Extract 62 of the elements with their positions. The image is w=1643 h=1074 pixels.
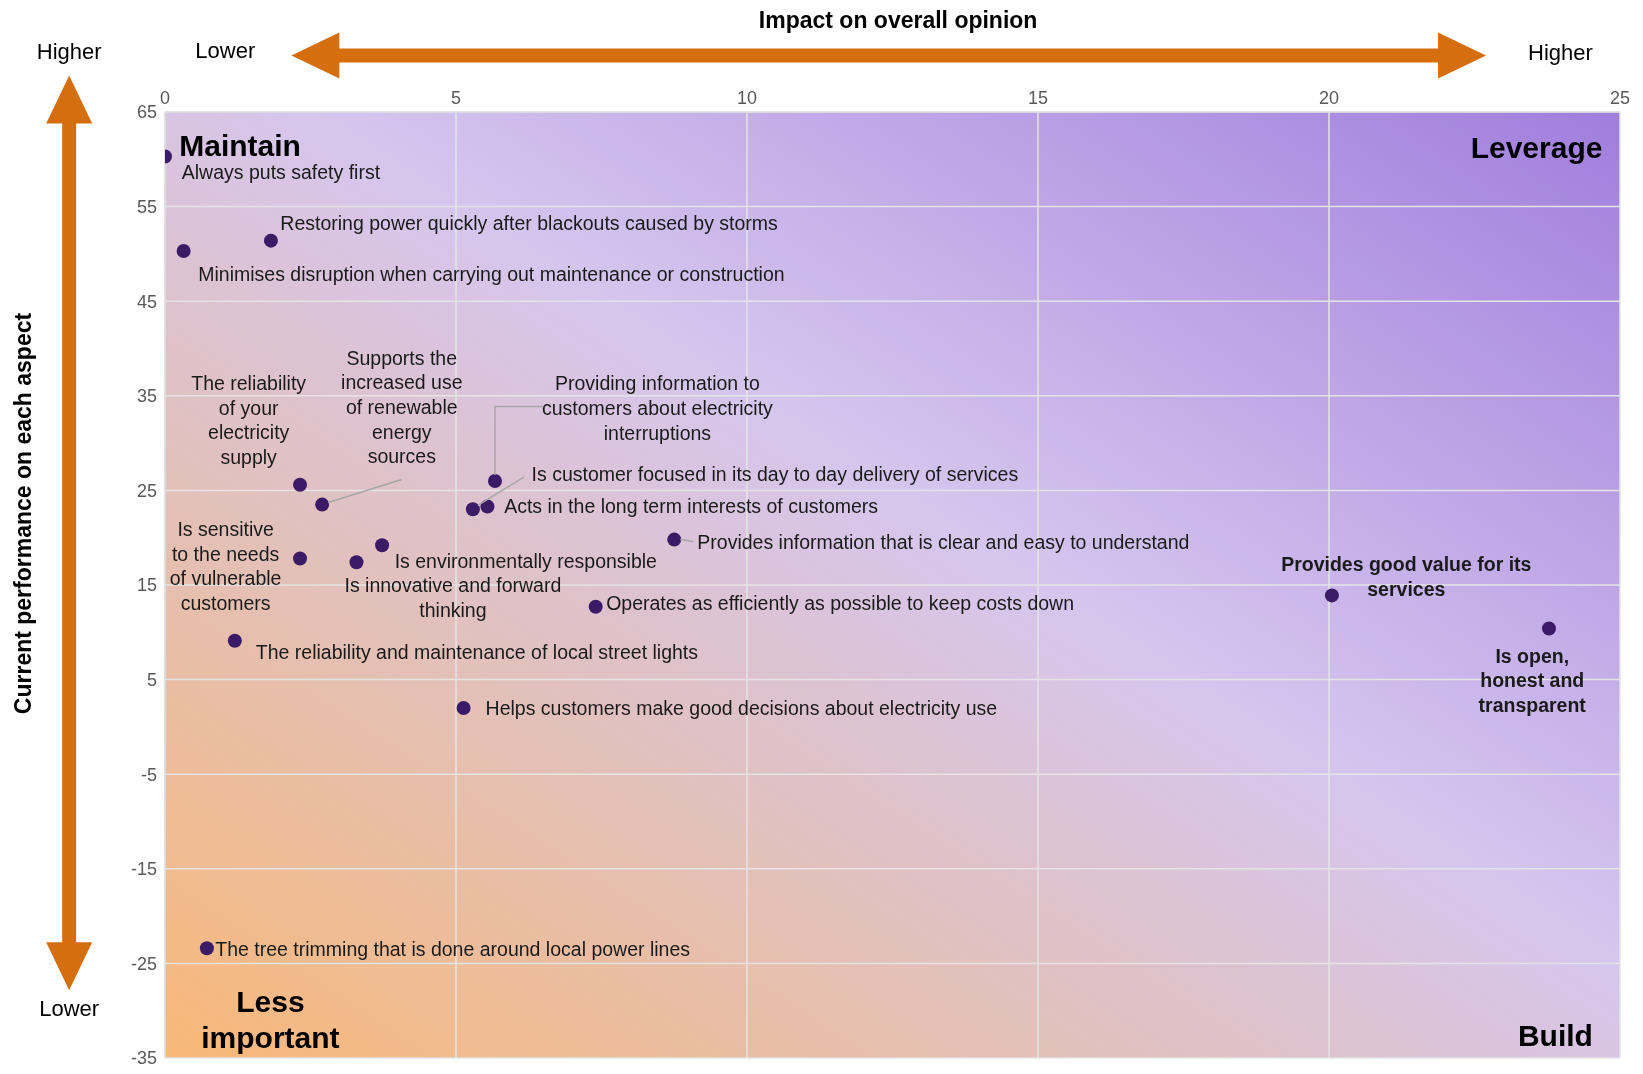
y-tick-label: -5 [140,764,157,785]
annotation: Acts in the long term interests of customers [504,495,879,518]
x-tick-label: 10 [736,88,758,108]
annotation: Operates as efficiently as possible to keep costs down [606,591,1075,614]
point [293,551,308,566]
point [199,941,214,956]
point [293,477,308,492]
text: Lower [195,37,256,63]
y-tick-label: -15 [130,859,157,880]
annotation: Is customer focused in its day to day delivery of services [531,462,1019,485]
annotation: Is open, honest and transparent [1478,644,1587,717]
annotation: Helps customers make good decisions about electricity use [485,696,998,719]
point [1324,588,1339,603]
x-tick-label: 5 [450,88,462,108]
text: Higher [36,38,102,64]
x-tick-label: 20 [1318,88,1340,108]
annotation: Supports the increased use of renewable energy sources [341,346,463,468]
annotation: Maintain [179,128,301,162]
annotation: The reliability and maintenance of local street lights [255,641,699,664]
x-tick-label: 15 [1027,88,1049,108]
point [667,532,682,547]
point [227,633,242,648]
annotation: Less important [201,984,340,1054]
point [375,538,390,553]
y-tick-label: -35 [130,1048,157,1069]
point [315,497,330,512]
y-tick-label: 65 [136,102,157,123]
y-tick-label: 15 [136,575,157,596]
annotation: Provides good value for its services [1281,552,1532,600]
y-tick-label: 25 [136,480,157,501]
point [349,555,364,570]
y-tick-label: -25 [130,953,157,974]
point [263,233,278,248]
annotation: Is innovative and forward thinking [344,574,562,621]
point [1542,621,1556,636]
annotation: The tree trimming that is done around local power lines [215,938,691,961]
point [480,499,495,514]
y-axis-title: Current performance on each aspect [10,312,37,715]
annotation: Providing information to customers about electricity interruptions [542,372,774,444]
point [465,502,480,517]
y-tick-label: 45 [136,291,157,312]
x-tick-label: 0 [159,88,171,108]
point [487,473,502,488]
y-tick-label: 5 [146,669,157,690]
annotation: Leverage [1470,130,1603,164]
annotation: Is environmentally responsible [394,549,657,572]
annotation: Provides information that is clear and easy to understand [697,530,1190,553]
annotation: Is sensitive to the needs of vulnerable customers [169,518,282,615]
annotation: Build [1517,1018,1593,1052]
annotation: Always puts safety first [181,161,381,184]
y-tick-label: 55 [136,196,157,217]
text: Lower [39,995,100,1021]
annotation: Minimises disruption when carrying out maintenance or construction [198,263,785,286]
point [456,700,471,715]
x-tick-label: 25 [1609,88,1631,108]
y-tick-label: 35 [136,386,157,407]
text: Higher [1528,39,1593,65]
annotation: The reliability of your electricity supply [191,372,307,468]
point [176,244,191,259]
annotation: Restoring power quickly after blackouts caused by storms [280,211,779,234]
point [588,599,603,614]
x-axis-title: Impact on overall opinion [758,6,1038,33]
